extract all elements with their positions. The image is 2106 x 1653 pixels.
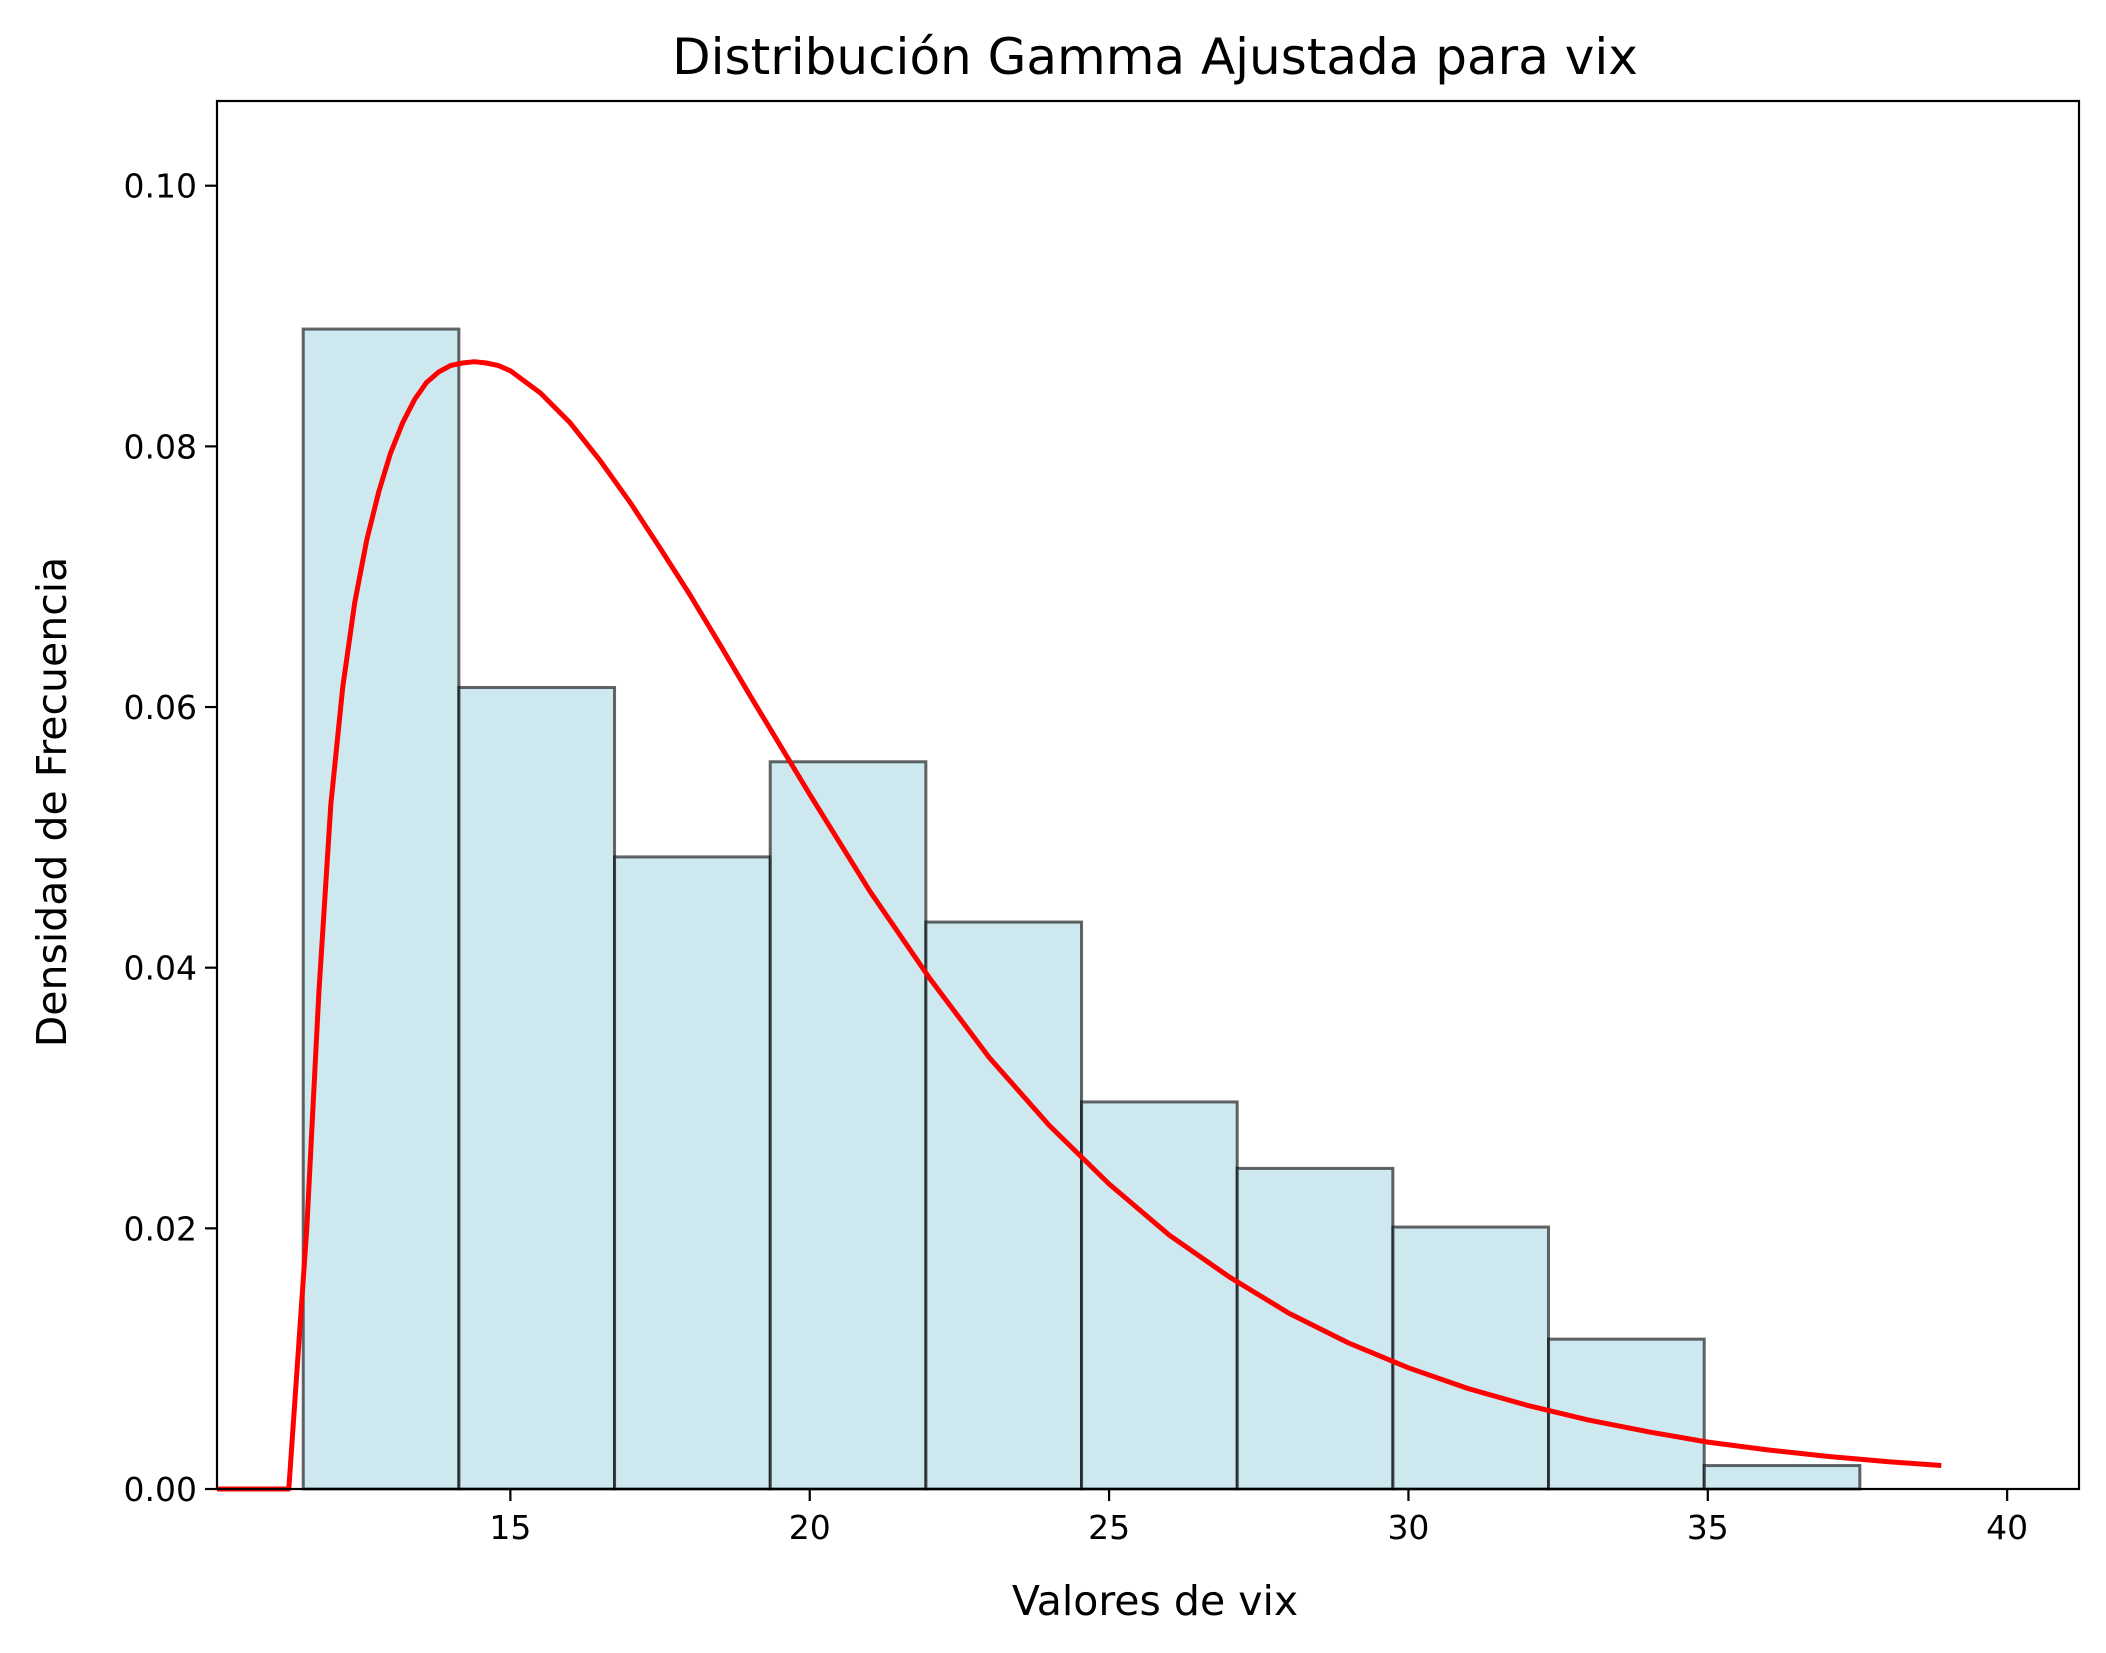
y-tick-label-1: 0.02 (124, 1209, 197, 1248)
x-tick-label-4: 35 (1687, 1508, 1729, 1547)
x-tick-label-1: 20 (789, 1508, 831, 1547)
histogram-bar-0 (301, 327, 461, 1491)
y-tick-label-3: 0.06 (124, 688, 197, 727)
y-tick-label-5: 0.10 (124, 167, 197, 206)
fitted-gamma-curve (217, 359, 1942, 1492)
chart-title: Distribución Gamma Ajustada para vix (672, 28, 1638, 86)
histogram-bar-7 (1391, 1225, 1551, 1491)
histogram-bar-1 (457, 685, 617, 1491)
x-tick-label-5: 40 (1986, 1508, 2028, 1547)
y-tick-label-2: 0.04 (124, 949, 197, 988)
x-tick-label-3: 30 (1387, 1508, 1429, 1547)
x-axis-label: Valores de vix (1012, 1577, 1298, 1625)
x-tick-label-2: 25 (1088, 1508, 1130, 1547)
histogram-bar-2 (613, 855, 772, 1491)
x-tick-label-0: 15 (489, 1508, 531, 1547)
histogram-bar-3 (768, 760, 928, 1491)
plot-area: 15 20 25 30 35 40 0.00 0.02 0.04 0.06 0.08 0.10 (124, 99, 2081, 1547)
y-tick-label-0: 0.00 (124, 1470, 197, 1509)
histogram-bar-8 (1547, 1337, 1706, 1491)
histogram-bar-5 (1080, 1100, 1239, 1491)
y-axis-label: Densidad de Frecuencia (28, 557, 76, 1048)
histogram-bar-9 (1702, 1464, 1862, 1491)
histogram-bar-4 (924, 920, 1084, 1491)
y-tick-label-4: 0.08 (124, 427, 197, 466)
plot-frame (215, 99, 2081, 1491)
